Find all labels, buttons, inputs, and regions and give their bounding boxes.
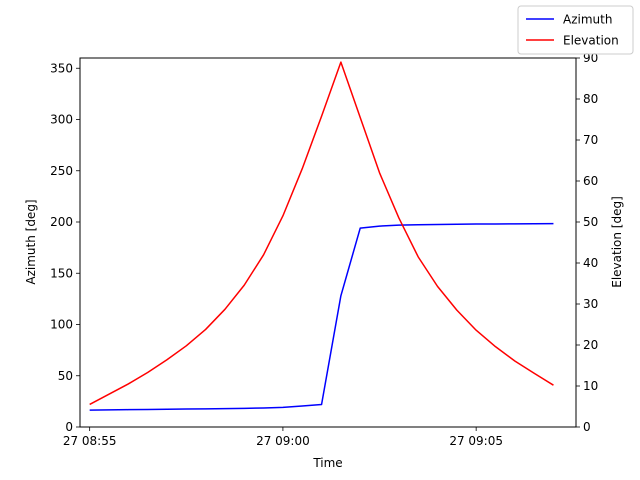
series-line-azimuth	[89, 222, 554, 411]
x-axis-ticks: 27 08:55 27 09:00 27 09:05	[63, 427, 503, 448]
y-right-tick-label: 30	[583, 297, 598, 311]
y-left-tick-label: 100	[50, 318, 73, 332]
y-left-tick-label: 150	[50, 266, 73, 280]
plot-frame	[79, 57, 577, 428]
y-right-tick-label: 10	[583, 379, 598, 393]
y-right-tick-label: 60	[583, 174, 598, 188]
y-axis-left-ticks: 0 50 100 150 200 250 300 350	[50, 61, 80, 434]
x-tick-label: 27 09:05	[449, 434, 503, 448]
y-right-tick-label: 80	[583, 92, 598, 106]
legend-box	[517, 5, 634, 55]
x-tick-label: 27 09:00	[256, 434, 310, 448]
x-axis-label: Time	[312, 456, 342, 470]
legend-label-azimuth: Azimuth	[563, 13, 612, 27]
y-axis-right-ticks: 0 10 20 30 40 50 60 70 80 90	[576, 51, 598, 434]
y-left-tick-label: 350	[50, 61, 73, 75]
series-line-elevation	[89, 61, 554, 406]
y-axis-left-label: Azimuth [deg]	[24, 199, 38, 284]
y-right-tick-label: 0	[583, 420, 591, 434]
y-left-tick-label: 50	[58, 369, 73, 383]
y-right-tick-label: 50	[583, 215, 598, 229]
y-right-tick-label: 90	[583, 51, 598, 65]
y-right-tick-label: 70	[583, 133, 598, 147]
y-left-tick-label: 250	[50, 164, 73, 178]
y-left-tick-label: 200	[50, 215, 73, 229]
legend-label-elevation: Elevation	[563, 34, 619, 48]
y-right-tick-label: 40	[583, 256, 598, 270]
x-tick-label: 27 08:55	[63, 434, 117, 448]
series-layer	[89, 61, 554, 411]
legend: Azimuth Elevation	[517, 5, 634, 55]
y-right-tick-label: 20	[583, 338, 598, 352]
y-left-tick-label: 300	[50, 113, 73, 127]
y-left-tick-label: 0	[65, 420, 73, 434]
y-axis-right-label: Elevation [deg]	[610, 196, 624, 288]
